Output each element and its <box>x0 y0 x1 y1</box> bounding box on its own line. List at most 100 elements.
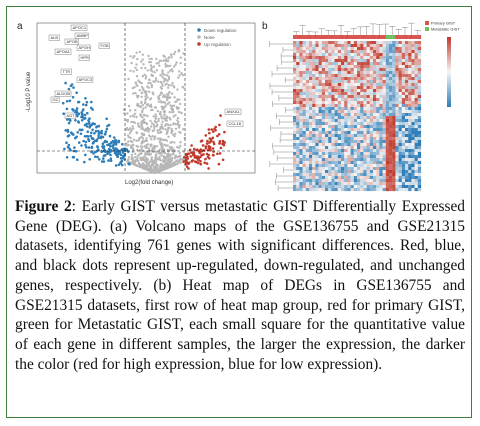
heat-cell <box>331 95 335 99</box>
heat-cell <box>325 83 329 87</box>
heat-cell <box>305 134 310 138</box>
heat-cell <box>312 95 316 99</box>
heat-cell <box>350 134 354 138</box>
heat-cell <box>299 89 303 93</box>
heat-cell <box>357 68 361 72</box>
heat-cell <box>408 146 412 150</box>
heat-cell <box>353 119 358 123</box>
heat-cell <box>334 107 338 111</box>
point-down <box>81 113 84 117</box>
heat-cell <box>360 152 364 156</box>
heat-cell <box>318 95 322 99</box>
point-down <box>97 136 100 139</box>
heat-cell <box>321 101 326 105</box>
point-down <box>84 97 87 100</box>
point-none <box>138 50 141 54</box>
point-none <box>140 132 143 135</box>
point-none <box>158 64 161 67</box>
heat-cell <box>321 50 326 54</box>
heat-cell <box>405 173 409 177</box>
point-up <box>187 167 190 170</box>
heat-cell <box>366 155 370 159</box>
heat-cell <box>395 170 399 174</box>
heat-cell <box>344 44 348 48</box>
heat-cell <box>315 137 319 141</box>
point-none <box>160 146 163 149</box>
heat-cell <box>385 146 390 150</box>
heat-cell <box>341 80 345 84</box>
point-down <box>103 133 107 136</box>
heat-cell <box>408 119 412 123</box>
heat-cell <box>325 125 329 129</box>
heat-cell <box>347 98 351 102</box>
heat-cell <box>382 143 386 147</box>
heat-cell <box>363 137 367 141</box>
heat-cell <box>331 50 335 54</box>
heat-cell <box>395 50 399 54</box>
heat-cell <box>366 56 370 60</box>
point-none <box>179 56 182 59</box>
heat-cell <box>385 149 390 153</box>
heat-cell <box>331 155 335 159</box>
heat-cell <box>389 86 393 90</box>
heat-cell <box>344 41 348 45</box>
heat-cell <box>334 62 338 66</box>
heat-cell <box>328 116 332 120</box>
point-down <box>85 145 88 149</box>
heat-cell <box>373 89 377 93</box>
heat-cell <box>366 89 370 93</box>
heat-cell <box>350 128 354 132</box>
heat-cell <box>382 80 386 84</box>
point-down <box>105 117 108 121</box>
heat-cell <box>398 41 402 45</box>
point-none <box>173 141 176 144</box>
heat-cell <box>312 140 316 144</box>
heat-cell <box>369 110 374 114</box>
heat-cell <box>328 173 332 177</box>
heat-cell <box>398 164 402 168</box>
heat-cell <box>363 161 367 165</box>
heat-cell <box>379 134 383 138</box>
heat-cell <box>398 83 402 87</box>
heat-cell <box>417 149 422 153</box>
heat-cell <box>302 74 306 78</box>
heat-cell <box>315 113 319 117</box>
point-down <box>114 141 118 144</box>
heat-cell <box>328 152 332 156</box>
heat-cell <box>302 170 306 174</box>
heat-cell <box>334 89 338 93</box>
heat-cell <box>414 182 418 186</box>
heat-cell <box>293 122 297 126</box>
heat-cell <box>408 164 412 168</box>
point-none <box>149 119 152 123</box>
heat-cell <box>350 131 354 135</box>
heat-cell <box>405 155 409 159</box>
point-none <box>145 157 148 160</box>
heat-cell <box>321 47 326 51</box>
heat-cell <box>401 74 406 78</box>
heat-cell <box>411 185 415 189</box>
heat-cell <box>302 182 306 186</box>
heat-cell <box>357 152 361 156</box>
point-none <box>143 118 146 121</box>
point-up <box>212 150 215 153</box>
heat-cell <box>318 98 322 102</box>
heat-cell <box>411 179 415 183</box>
heat-cell <box>405 185 409 189</box>
heat-cell <box>299 140 303 144</box>
group-cell <box>366 35 370 39</box>
heat-cell <box>305 143 310 147</box>
heat-cell <box>360 86 364 90</box>
heat-cell <box>305 167 310 171</box>
heat-cell <box>382 62 386 66</box>
heat-cell <box>318 149 322 153</box>
heat-cell <box>344 167 348 171</box>
heat-cell <box>347 131 351 135</box>
heat-cell <box>312 53 316 57</box>
heat-cell <box>328 149 332 153</box>
heat-cell <box>363 68 367 72</box>
heat-cell <box>373 137 377 141</box>
point-none <box>159 168 162 172</box>
heat-cell <box>337 182 342 186</box>
